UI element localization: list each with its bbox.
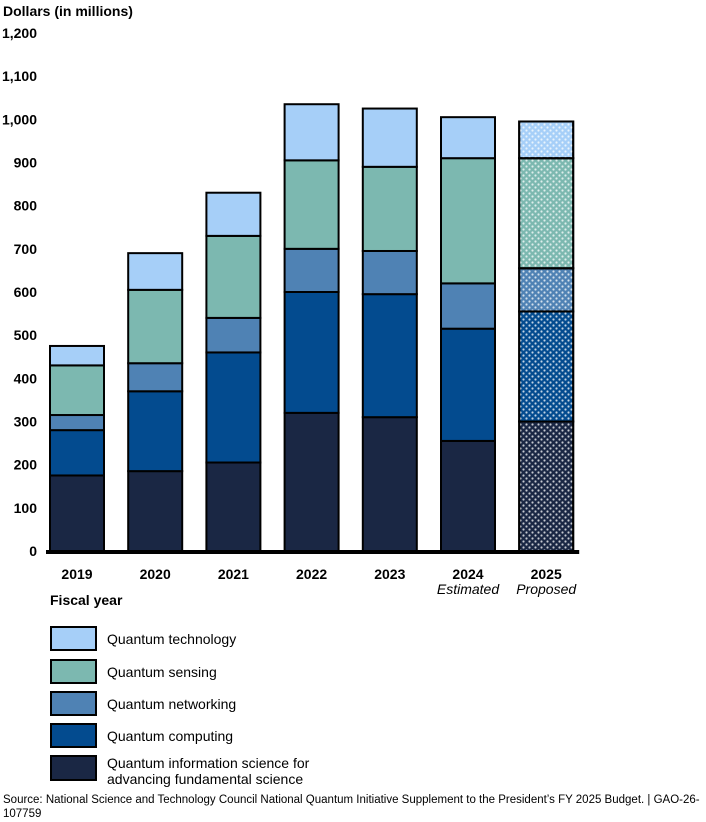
- bar-stack-2024: [440, 116, 496, 552]
- y-tick-label: 1,200: [2, 25, 37, 41]
- legend-swatch-quantum-technology: [50, 626, 97, 651]
- bar-segment: [440, 439, 496, 552]
- bar-segment: [283, 159, 340, 250]
- bar-segment: [205, 191, 262, 237]
- bar-segment: [361, 416, 418, 552]
- bar-stack-2022: [283, 103, 340, 552]
- x-tick-label: 2023: [374, 566, 405, 582]
- bar-segment: [361, 293, 418, 419]
- bar-segment: [49, 474, 105, 553]
- legend-label-multiline: Quantum information science for advancin…: [107, 755, 407, 787]
- bar-segment: [283, 291, 340, 414]
- bar-segment: [205, 351, 262, 464]
- bar-segment: [440, 327, 496, 442]
- bar-segment: [205, 234, 262, 319]
- x-tick-label: 2025: [531, 566, 562, 582]
- legend-label: Quantum sensing: [107, 664, 217, 680]
- y-tick-label: 800: [14, 198, 38, 214]
- legend-swatch-quantum-networking: [50, 691, 97, 716]
- x-tick-label: 2024: [452, 566, 483, 582]
- bar-segment: [49, 344, 105, 367]
- bar-segment-pattern: [518, 310, 575, 423]
- bar-segment: [440, 157, 496, 285]
- legend-swatch-quantum-computing: [50, 723, 97, 748]
- bar-segment: [205, 461, 262, 552]
- x-tick-label: 2021: [218, 566, 249, 582]
- y-tick-label: 1,100: [2, 68, 37, 84]
- bar-stack-2020: [127, 252, 184, 552]
- bar-segment-pattern: [518, 157, 575, 270]
- bar-stack-2021: [205, 191, 262, 552]
- bar-segment: [440, 116, 496, 160]
- bar-stack-2019: [49, 344, 105, 553]
- bar-segment-pattern: [518, 120, 575, 160]
- bar-segment: [283, 247, 340, 293]
- y-tick-label: 300: [14, 414, 38, 430]
- y-axis-title: Dollars (in millions): [3, 3, 133, 19]
- x-tick-label: 2020: [140, 566, 171, 582]
- bar-segment: [283, 411, 340, 552]
- source-note: Source: National Science and Technology …: [3, 794, 700, 820]
- y-tick-label: 900: [14, 155, 38, 171]
- bar-segment: [361, 107, 418, 168]
- legend-label-line-2: advancing fundamental science: [107, 771, 304, 787]
- bar-segment: [127, 252, 184, 291]
- bar-segment: [49, 429, 105, 477]
- legend-label: Quantum computing: [107, 728, 234, 744]
- bar-segment-pattern: [518, 420, 575, 552]
- x-tick-sublabel: Estimated: [437, 581, 500, 597]
- x-tick-label: 2022: [296, 566, 327, 582]
- bar-segment: [49, 414, 105, 432]
- y-tick-label: 500: [14, 327, 38, 343]
- stacked-bar-chart: Dollars (in millions) 0 100 200 300 400 500 60…: [2, 3, 580, 608]
- legend-label: Quantum technology: [107, 631, 237, 647]
- legend-label-line-1: Quantum information science for: [107, 755, 310, 771]
- bar-segment: [361, 165, 418, 252]
- bar-segment: [440, 282, 496, 330]
- y-tick-label: 200: [14, 457, 38, 473]
- y-tick-label: 0: [29, 543, 37, 559]
- y-tick-label: 400: [14, 370, 38, 386]
- y-tick-label: 100: [14, 500, 38, 516]
- bar-segment: [127, 288, 184, 365]
- bar-segment: [127, 362, 184, 393]
- bar-segment: [205, 316, 262, 354]
- x-axis-title: Fiscal year: [50, 592, 123, 608]
- bar-segment-pattern: [518, 267, 575, 313]
- bar-stack-2023: [361, 107, 418, 552]
- x-tick-sublabel: Proposed: [516, 581, 577, 597]
- bar-segment: [361, 249, 418, 296]
- bar-segment: [127, 470, 184, 552]
- legend-label: Quantum networking: [107, 696, 237, 712]
- y-tick-label: 1,000: [2, 111, 37, 127]
- bar-segment: [127, 390, 184, 473]
- bar-stack-2025: [518, 120, 575, 552]
- y-tick-label: 600: [14, 284, 38, 300]
- y-tick-label: 700: [14, 241, 38, 257]
- bar-segment: [283, 103, 340, 162]
- legend-swatch-quantum-sensing: [50, 659, 97, 684]
- bar-segment: [49, 364, 105, 417]
- legend-swatch-quantum-information-science: [50, 755, 97, 781]
- x-tick-label: 2019: [61, 566, 92, 582]
